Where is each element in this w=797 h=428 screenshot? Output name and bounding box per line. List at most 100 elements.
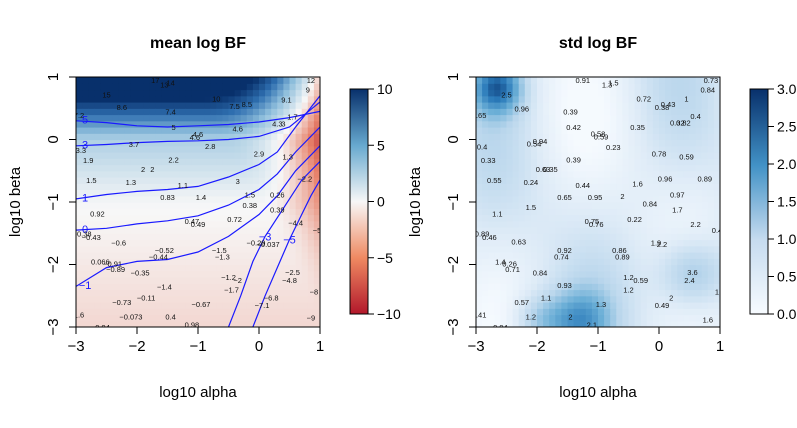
mean-heatmap-cell xyxy=(94,152,101,159)
mean-heatmap-cell xyxy=(112,277,120,284)
mean-heatmap-cell xyxy=(204,214,211,222)
std-heatmap-cell xyxy=(628,95,636,103)
std-heatmap-cell xyxy=(579,183,587,191)
std-heatmap-cell xyxy=(701,245,709,253)
std-heatmap-cell xyxy=(707,227,715,234)
std-heatmap-cell xyxy=(579,77,587,84)
std-heatmap-cell xyxy=(683,95,691,103)
std-heatmap-cell xyxy=(683,283,691,291)
std-heatmap-cell xyxy=(604,202,611,209)
mean-heatmap-cell xyxy=(118,220,126,228)
mean-heatmap-cell xyxy=(161,83,169,91)
mean-heatmap-cell xyxy=(76,195,83,203)
mean-heatmap-cell xyxy=(252,202,260,209)
std-heatmap-cell xyxy=(506,152,514,159)
std-heatmap-cell xyxy=(476,295,483,303)
mean-heatmap-cell xyxy=(204,83,211,91)
std-heatmap-cell xyxy=(604,277,611,284)
mean-heatmap-cell xyxy=(173,252,181,259)
std-heatmap-cell xyxy=(543,245,550,253)
std-heatmap-cell xyxy=(665,164,672,172)
std-heatmap-cell xyxy=(665,233,672,241)
mean-heatmap-cell xyxy=(252,120,260,128)
mean-heatmap-cell xyxy=(167,308,175,316)
std-heatmap-cell xyxy=(622,227,630,234)
std-heatmap-cell xyxy=(537,214,544,222)
mean-heatmap-cell xyxy=(137,283,144,291)
std-heatmap-cell xyxy=(604,133,611,141)
std-heatmap-cell xyxy=(567,77,575,84)
std-heatmap-cell xyxy=(701,295,709,303)
mean-heatmap-cell xyxy=(191,227,199,234)
std-heatmap-cell xyxy=(695,295,703,303)
std-heatmap-cell xyxy=(512,202,520,209)
std-heatmap-cell xyxy=(622,314,630,322)
std-heatmap-cell xyxy=(695,158,703,166)
mean-heatmap-cell xyxy=(191,158,199,166)
mean-heatmap-cell xyxy=(143,95,150,103)
std-heatmap-cell xyxy=(640,108,648,116)
std-heatmap-cell xyxy=(646,208,654,216)
mean-heatmap-cell xyxy=(191,289,199,297)
mean-heatmap-cell xyxy=(259,139,266,147)
mean-heatmap-cell xyxy=(130,295,138,303)
mean-heatmap-cell xyxy=(124,102,132,109)
std-heatmap-cell xyxy=(518,83,526,91)
std-heatmap-cell xyxy=(616,127,623,134)
std-heatmap-cell xyxy=(665,158,672,166)
std-heatmap-cell xyxy=(573,308,581,316)
std-heatmap-cell xyxy=(543,152,550,159)
mean-heatmap-cell xyxy=(185,233,193,241)
std-heatmap-cell xyxy=(512,133,520,141)
std-heatmap-cell xyxy=(598,239,605,247)
mean-heatmap-cell xyxy=(185,270,193,278)
mean-heatmap-cell xyxy=(106,227,114,234)
mean-heatmap-cell xyxy=(277,202,284,209)
mean-heatmap-cell xyxy=(259,195,266,203)
mean-heatmap-cell xyxy=(295,202,303,209)
std-heatmap-cell xyxy=(695,114,703,122)
mean-heatmap-cell xyxy=(210,308,217,316)
std-heatmap-cell xyxy=(701,127,709,134)
mean-heatmap-cell xyxy=(283,139,291,147)
mean-value-label: 0.066 xyxy=(91,257,110,266)
mean-heatmap-cell xyxy=(301,127,309,134)
std-heatmap-cell xyxy=(628,289,636,297)
std-value-label: 1.5 xyxy=(526,203,536,212)
std-heatmap-cell xyxy=(622,239,630,247)
mean-heatmap-cell xyxy=(210,158,217,166)
mean-heatmap-cell xyxy=(143,133,150,141)
std-heatmap-cell xyxy=(707,177,715,184)
std-heatmap-cell xyxy=(512,189,520,197)
std-heatmap-cell xyxy=(671,270,678,278)
std-heatmap-cell xyxy=(537,77,544,84)
mean-heatmap-cell xyxy=(167,314,175,322)
std-heatmap-cell xyxy=(549,189,556,197)
mean-heatmap-cell xyxy=(289,314,297,322)
std-heatmap-cell xyxy=(573,220,581,228)
mean-heatmap-cell xyxy=(173,233,181,241)
std-heatmap-cell xyxy=(610,133,617,141)
mean-value-label: −0.43 xyxy=(82,233,101,242)
mean-heatmap-cell xyxy=(161,164,169,172)
std-heatmap-cell xyxy=(628,283,636,291)
std-heatmap-cell xyxy=(671,308,678,316)
mean-heatmap-cell xyxy=(277,227,284,234)
mean-heatmap-cell xyxy=(301,77,309,84)
std-heatmap-cell xyxy=(524,133,532,141)
mean-heatmap-cell xyxy=(222,202,230,209)
std-value-label: 0.76 xyxy=(589,220,604,229)
std-heatmap-cell xyxy=(524,289,532,297)
mean-heatmap-cell xyxy=(271,145,278,153)
mean-heatmap-cell xyxy=(82,102,89,109)
std-heatmap-cell xyxy=(549,158,556,166)
mean-heatmap-cell xyxy=(252,270,260,278)
mean-heatmap xyxy=(76,77,320,327)
mean-heatmap-cell xyxy=(240,202,248,209)
mean-heatmap-cell xyxy=(143,152,150,159)
std-heatmap-cell xyxy=(488,202,495,209)
std-heatmap-cell xyxy=(585,89,593,97)
mean-heatmap-cell xyxy=(155,295,162,303)
mean-heatmap-cell xyxy=(283,277,291,284)
std-heatmap-cell xyxy=(665,145,672,153)
